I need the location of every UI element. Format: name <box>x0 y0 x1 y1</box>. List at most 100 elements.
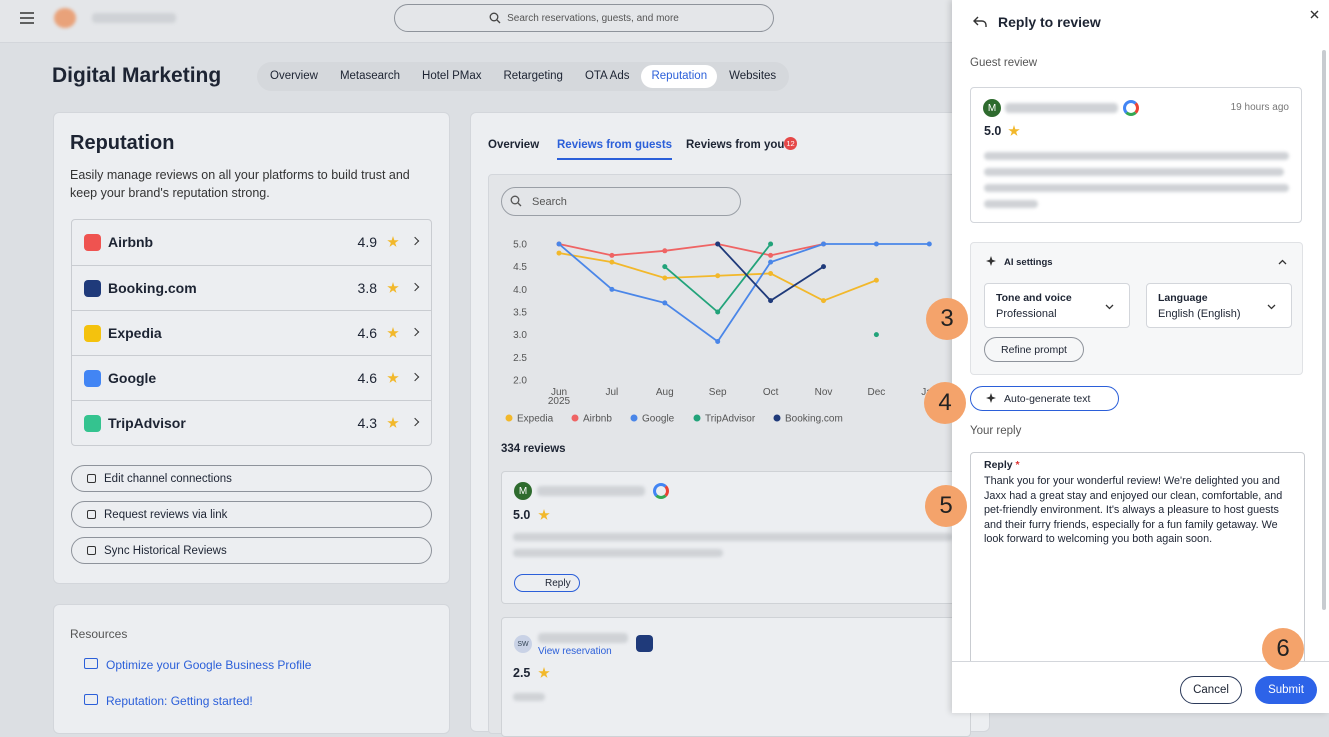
star-icon <box>387 282 399 293</box>
y-tick-label: 4.5 <box>513 262 527 273</box>
platform-icon <box>84 415 101 432</box>
y-tick-label: 3.5 <box>513 308 527 319</box>
guest-review-card <box>970 87 1302 223</box>
field-label: Reply * <box>984 459 1020 471</box>
page-tab[interactable]: Reputation <box>641 65 718 88</box>
page-tab[interactable]: Overview <box>270 70 318 82</box>
cancel-button[interactable]: Cancel <box>1180 676 1242 704</box>
platform-icon <box>84 234 101 251</box>
card-description: Easily manage reviews on all your platfo… <box>70 168 410 200</box>
button-label: Refine prompt <box>1001 343 1067 356</box>
platform-rating: 4.3 <box>357 415 377 431</box>
global-search[interactable]: Search reservations, guests, and more <box>394 4 774 32</box>
platform-icon <box>84 325 101 342</box>
star-icon <box>538 509 550 520</box>
reply-button[interactable]: Reply <box>514 574 580 592</box>
view-reservation-link[interactable]: View reservation <box>538 646 612 657</box>
search-icon <box>510 195 522 207</box>
x-tick-label: Jun <box>551 387 567 398</box>
legend-swatch <box>571 414 579 422</box>
data-point <box>821 298 826 304</box>
button-icon <box>87 546 96 555</box>
card-button[interactable]: Edit channel connections <box>71 465 432 492</box>
reply-drawer: Reply to review Guest review M 19 hours … <box>952 0 1329 713</box>
chevron <box>410 236 420 246</box>
x-sublabel: 2025 <box>548 396 571 407</box>
menu-icon[interactable] <box>20 12 34 24</box>
section-label: Your reply <box>970 425 1022 437</box>
platform-name: Google <box>108 370 157 386</box>
y-tick-label: 5.0 <box>513 240 527 251</box>
chevron <box>1105 304 1114 310</box>
button-label: Edit channel connections <box>104 472 232 485</box>
auto-generate-button[interactable]: Auto-generate text <box>970 386 1119 411</box>
reviews-tab[interactable]: Reviews from guests <box>557 139 673 160</box>
data-point <box>768 241 774 247</box>
y-tick-label: 2.0 <box>513 376 527 387</box>
button-label: Request reviews via link <box>104 508 228 521</box>
back-icon[interactable] <box>972 15 988 29</box>
platform-list: Airbnb 4.9 Booking.com 3.8 Expedia 4.6 Google 4… <box>71 219 432 446</box>
avatar: M <box>514 482 532 500</box>
data-point <box>662 264 668 270</box>
card-button[interactable]: Request reviews via link <box>71 501 432 528</box>
review-text <box>984 200 1038 208</box>
platform-row[interactable]: TripAdvisor 4.3 <box>72 400 431 445</box>
page-tab[interactable]: Websites <box>729 70 777 82</box>
link-icon <box>84 694 98 705</box>
data-point <box>768 259 774 265</box>
platform-name: Booking.com <box>108 280 197 296</box>
drawer-title: Reply to review <box>998 14 1101 30</box>
hotel-name <box>92 13 176 23</box>
platform-row[interactable]: Booking.com 3.8 <box>72 265 431 310</box>
x-tick-label: Aug <box>656 387 674 398</box>
data-point <box>821 264 826 270</box>
chevron <box>410 282 420 292</box>
page-tab[interactable]: Retargeting <box>503 70 563 82</box>
resources-card <box>53 604 450 734</box>
legend-label: TripAdvisor <box>705 414 756 425</box>
page-tab[interactable]: Metasearch <box>339 70 401 82</box>
page-tab[interactable]: OTA Ads <box>584 70 630 82</box>
legend-swatch <box>630 414 638 422</box>
x-tick-label: Jul <box>606 387 619 398</box>
data-point <box>609 252 615 258</box>
rating: 5.0 <box>513 508 531 522</box>
reviews-tab[interactable]: Overview <box>488 139 540 151</box>
platform-row[interactable]: Airbnb 4.9 <box>72 220 431 265</box>
sparkle-icon <box>986 393 996 403</box>
button-label: Sync Historical Reviews <box>104 544 227 557</box>
page-tab[interactable]: Hotel PMax <box>422 70 482 82</box>
ratings-chart: 2.0 2.5 3.0 3.5 4.0 4.5 5.0 Jun Jul Aug Sep Oct Nov D… <box>505 240 937 425</box>
step-marker: 6 <box>1262 628 1304 670</box>
data-point <box>715 309 721 315</box>
legend-label: Expedia <box>517 414 554 425</box>
resource-link[interactable]: Optimize your Google Business Profile <box>106 658 312 672</box>
review-search[interactable]: Search <box>501 187 741 216</box>
button-label: Submit <box>1268 684 1304 696</box>
submit-button[interactable]: Submit <box>1255 676 1317 704</box>
button-icon <box>87 474 96 483</box>
link-icon <box>84 658 98 669</box>
legend-label: Booking.com <box>785 414 843 425</box>
legend-swatch <box>505 414 513 422</box>
card-button[interactable]: Sync Historical Reviews <box>71 537 432 564</box>
collapse-icon[interactable] <box>1278 259 1287 265</box>
close-icon[interactable] <box>1310 10 1319 19</box>
platform-row[interactable]: Expedia 4.6 <box>72 310 431 355</box>
chevron <box>410 372 420 382</box>
series-line <box>558 243 824 257</box>
field-label-text: Reply <box>984 459 1013 471</box>
platform-row[interactable]: Google 4.6 <box>72 355 431 400</box>
legend-swatch <box>693 414 701 422</box>
platform-rating: 3.8 <box>357 280 377 296</box>
platform-name: TripAdvisor <box>108 415 186 431</box>
select-value: English (English) <box>1158 308 1241 320</box>
legend-swatch <box>773 414 781 422</box>
resource-link[interactable]: Reputation: Getting started! <box>106 694 253 708</box>
y-tick-label: 4.0 <box>513 285 527 296</box>
reviewer-name <box>1005 103 1118 113</box>
reviews-tab[interactable]: Reviews from you <box>686 139 785 151</box>
refine-prompt-button[interactable]: Refine prompt <box>984 337 1084 362</box>
card-title: Reputation <box>70 132 175 154</box>
